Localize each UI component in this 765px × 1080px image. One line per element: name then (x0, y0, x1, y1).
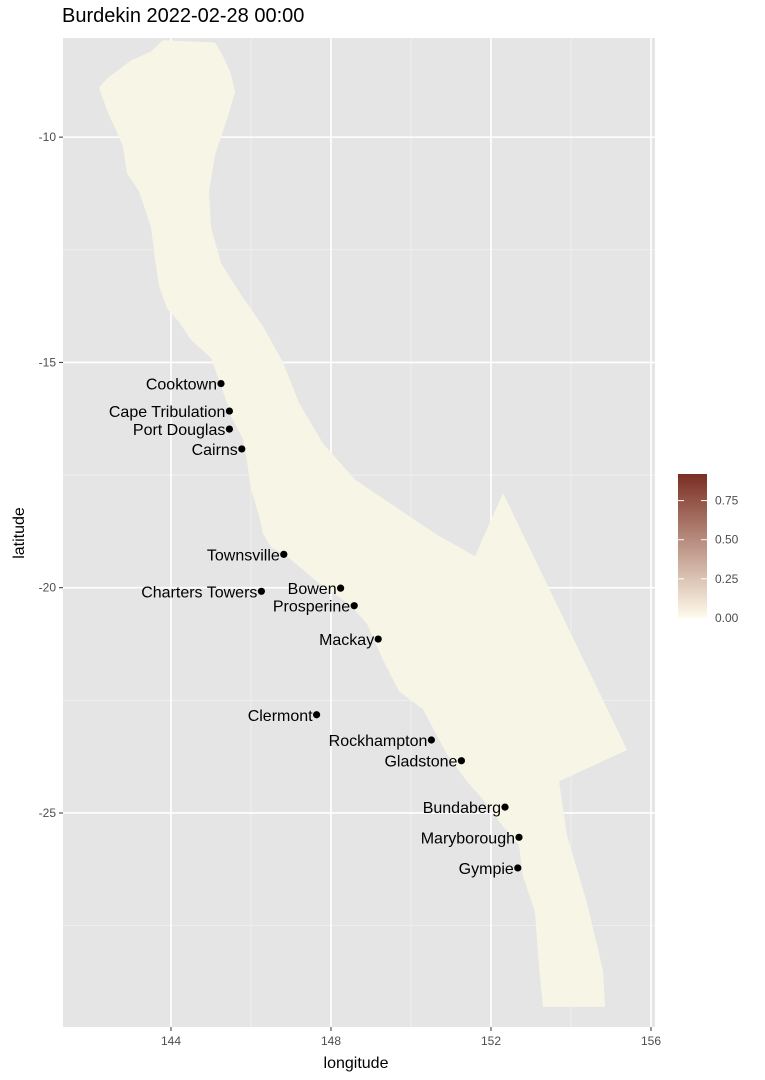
city-label: Clermont (248, 708, 313, 725)
y-tick-label: -15 (39, 355, 57, 369)
city-point (350, 602, 358, 610)
city-point (337, 584, 345, 592)
city-label: Gladstone (384, 754, 457, 771)
city-point (514, 864, 522, 872)
x-axis-title: longitude (324, 1055, 389, 1072)
city-point (457, 757, 465, 765)
city-label: Cooktown (146, 377, 217, 394)
city-point (217, 379, 225, 388)
legend-tick-label: 0.25 (715, 572, 739, 586)
city-label: Rockhampton (329, 733, 428, 750)
color-legend: 0.00 0.25 0.50 0.75 (678, 474, 739, 625)
city-point (225, 425, 233, 433)
city-label: Cairns (192, 442, 238, 459)
x-tick-label: 148 (321, 1034, 341, 1048)
axes: 144 148 152 156 -10 -15 -20 -25 (39, 130, 662, 1048)
city-label: Prosperine (273, 599, 350, 616)
city-label: Port Douglas (133, 422, 226, 439)
y-tick-label: -20 (39, 581, 57, 595)
legend-tick-label: 0.75 (715, 494, 739, 508)
x-tick-label: 152 (481, 1034, 501, 1048)
city-label: Townsville (207, 547, 280, 564)
x-tick-label: 144 (161, 1034, 181, 1048)
y-tick-label: -10 (39, 130, 57, 144)
city-label: Charters Towers (141, 584, 257, 601)
city-label: Bundaberg (423, 800, 501, 817)
city-label: Mackay (319, 632, 374, 649)
city-label: Cape Tribulation (109, 404, 226, 421)
city-point (225, 407, 233, 415)
city-point (515, 833, 523, 841)
city-point (280, 550, 288, 558)
chart-title: Burdekin 2022-02-28 00:00 (62, 5, 305, 27)
city-label: Maryborough (421, 830, 515, 847)
y-axis-title: latitude (11, 507, 28, 559)
city-label: Bowen (288, 581, 337, 598)
legend-tick-label: 0.00 (715, 611, 739, 625)
city-point (427, 736, 435, 744)
x-tick-label: 156 (641, 1034, 661, 1048)
legend-tick-label: 0.50 (715, 533, 739, 547)
city-point (374, 635, 382, 643)
legend-colorbar (678, 474, 707, 618)
city-point (238, 445, 246, 453)
city-label: Gympie (459, 861, 514, 878)
model-domain-region (99, 40, 627, 1007)
city-point (257, 587, 265, 595)
city-point (313, 711, 321, 719)
y-tick-label: -25 (39, 806, 57, 820)
city-point (501, 803, 509, 811)
grid-lines (63, 38, 655, 1027)
